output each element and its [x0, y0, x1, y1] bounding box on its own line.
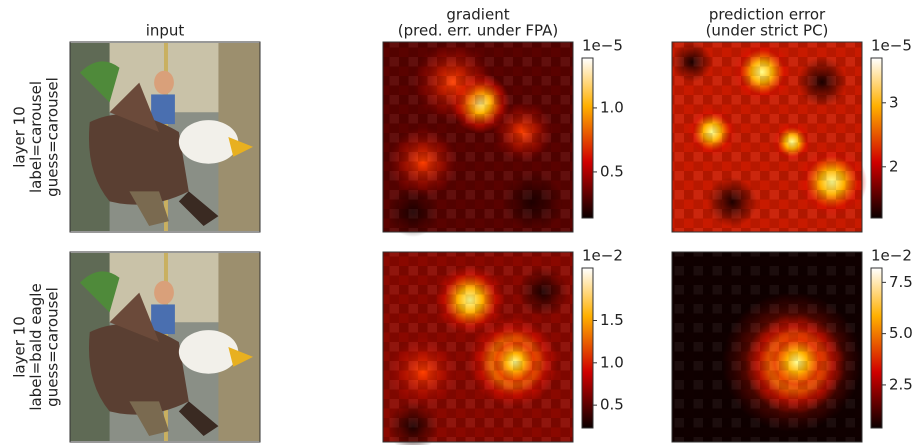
heatmap-blocks: [672, 42, 862, 232]
panel-frame: [382, 251, 574, 443]
heatmap-blocks: [383, 252, 573, 442]
colorbar-scale: 1e−2: [582, 247, 623, 265]
heatmap: [382, 251, 574, 445]
row-label: label=bald eagle: [27, 283, 45, 410]
heatmap-blocks: [672, 252, 862, 442]
panel-frame: [69, 251, 261, 443]
heatmap: [671, 41, 867, 233]
colorbar-tick-label: 7.5: [889, 273, 913, 291]
colorbar-tick-label: 1.5: [600, 311, 624, 329]
colorbar-tick-label: 1.0: [600, 98, 624, 116]
colorbar: [870, 267, 883, 429]
colorbar-scale: 1e−5: [871, 37, 912, 55]
row-label: label=carousel: [27, 81, 45, 193]
row-label: layer 10: [11, 316, 29, 378]
colorbar-tick-label: 0.5: [600, 162, 624, 180]
colorbar-tick-label: 0.5: [600, 396, 624, 414]
colorbar-tick-label: 3: [889, 93, 899, 111]
row-label: layer 10: [11, 106, 29, 168]
heatmap-blocks: [383, 42, 573, 232]
row-label: guess=carousel: [44, 287, 62, 407]
panel-frame: [671, 41, 863, 233]
colorbar: [870, 57, 883, 219]
input-image: [70, 252, 260, 442]
colorbar-tick-label: 2: [889, 157, 899, 175]
colorbar-scale: 1e−2: [871, 247, 912, 265]
panel-frame: [671, 251, 863, 443]
colorbar-tick-label: 1.0: [600, 353, 624, 371]
column-title: gradient: [446, 6, 509, 24]
input-image: [70, 42, 260, 232]
colorbar: [581, 57, 594, 219]
column-title: prediction error: [709, 6, 826, 24]
colorbar-tick-label: 2.5: [889, 375, 913, 393]
column-title: input: [146, 22, 185, 40]
colorbar: [581, 267, 594, 429]
row-label: guess=carousel: [44, 77, 62, 197]
colorbar-scale: 1e−5: [582, 37, 623, 55]
panel-frame: [382, 41, 574, 233]
column-title: (pred. err. under FPA): [398, 22, 558, 40]
colorbar-tick-label: 5.0: [889, 324, 913, 342]
heatmap: [382, 41, 574, 237]
panel-frame: [69, 41, 261, 233]
heatmap: [671, 251, 863, 443]
column-title: (under strict PC): [706, 22, 829, 40]
